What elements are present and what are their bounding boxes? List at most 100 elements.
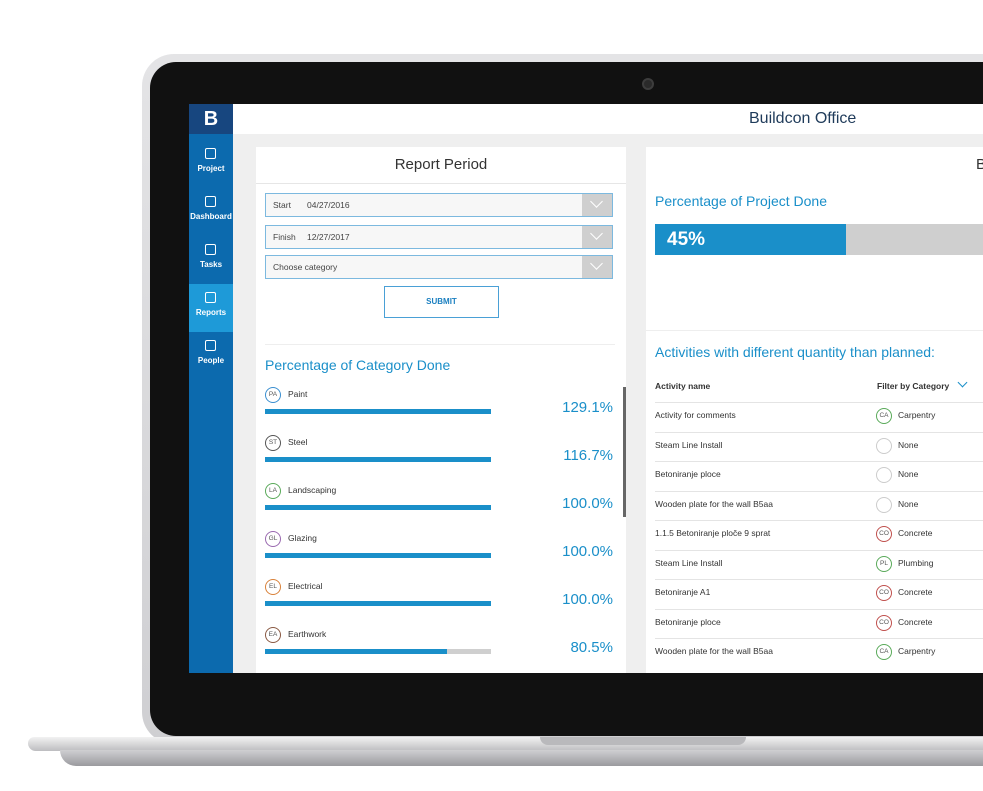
progress-bar xyxy=(265,649,447,654)
badge: CO xyxy=(876,585,892,601)
progress-bar xyxy=(655,224,846,255)
progress-track xyxy=(265,457,491,462)
progress-track xyxy=(265,553,491,558)
percent-label: 129.1% xyxy=(562,399,613,416)
section-title: Percentage of Category Done xyxy=(265,357,451,373)
percent-label: 100.0% xyxy=(562,543,613,560)
activity-name: Steam Line Install xyxy=(655,557,723,568)
nav-icon xyxy=(205,292,216,303)
progress-bar xyxy=(265,505,491,510)
laptop-notch xyxy=(540,737,746,745)
nav-item[interactable]: Dashboard xyxy=(190,212,232,221)
badge: CA xyxy=(876,408,892,424)
nav-item[interactable]: Project xyxy=(197,164,225,173)
row-divider xyxy=(655,461,983,462)
field-label: Choose category xyxy=(273,262,338,272)
activity-category: Concrete xyxy=(898,528,933,538)
dropdown-arrow-box xyxy=(582,256,612,278)
nav-icon xyxy=(205,196,216,207)
row-divider xyxy=(655,579,983,580)
percent-label: 45% xyxy=(667,229,706,250)
badge: PL xyxy=(876,555,892,572)
progress-bar xyxy=(265,409,491,414)
percent-label: 80.5% xyxy=(570,639,613,656)
header-title: Buildcon Office xyxy=(749,110,857,127)
badge: EA xyxy=(265,627,281,643)
row-divider xyxy=(655,608,983,610)
activity-category: Plumbing xyxy=(898,557,934,568)
nav-item[interactable]: People xyxy=(197,356,225,365)
logo: B xyxy=(189,104,233,134)
category-name: Landscaping xyxy=(288,485,337,495)
dropdown[interactable] xyxy=(265,225,613,249)
category-name: Steel xyxy=(288,437,308,447)
column-header[interactable]: Filter by Category xyxy=(877,381,950,391)
category-name: Electrical xyxy=(288,581,323,591)
panel-title: Report Period xyxy=(394,156,488,173)
dropdown-arrow-box xyxy=(582,226,612,248)
header xyxy=(233,104,983,134)
activity-name: Betoniranje ploce xyxy=(655,469,721,479)
screen: B Project Dashboard Tasks Reports People Build… xyxy=(189,104,983,673)
dropdown[interactable] xyxy=(265,255,613,279)
progress-track xyxy=(265,601,491,606)
badge: CO xyxy=(876,526,892,542)
nav-item[interactable]: Tasks xyxy=(199,260,223,269)
row-divider xyxy=(655,549,983,551)
activity-category: None xyxy=(898,498,919,509)
percent-label: 100.0% xyxy=(562,591,613,608)
row-divider xyxy=(655,520,983,521)
percent-label: 100.0% xyxy=(562,495,613,512)
nav-icon xyxy=(205,340,216,351)
field-value: 04/27/2016 xyxy=(307,200,350,210)
progress-bar xyxy=(265,457,491,462)
badge xyxy=(876,437,892,454)
progress-bar xyxy=(265,553,491,558)
category-name: Paint xyxy=(288,389,308,399)
badge xyxy=(876,496,892,513)
laptop-base xyxy=(28,737,983,751)
activity-category: None xyxy=(898,439,919,450)
scrollbar xyxy=(623,387,626,517)
category-name: Glazing xyxy=(288,533,317,543)
progress-track xyxy=(265,649,491,654)
progress-track xyxy=(655,224,983,255)
column-header: Activity name xyxy=(655,381,711,391)
section-title: Activities with different quantity than … xyxy=(655,344,935,360)
progress-track xyxy=(265,505,491,510)
badge: GL xyxy=(265,531,281,547)
divider xyxy=(646,330,983,331)
activity-name: Wooden plate for the wall B5aa xyxy=(655,646,773,656)
laptop-base-bottom xyxy=(60,750,983,766)
activity-category: Carpentry xyxy=(898,410,936,420)
activity-category: Concrete xyxy=(898,587,933,597)
field-value: 12/27/2017 xyxy=(307,232,350,242)
activity-name: Betoniranje A1 xyxy=(655,587,711,597)
badge: PA xyxy=(265,387,281,403)
divider xyxy=(265,344,615,345)
dropdown[interactable] xyxy=(265,193,613,217)
activity-category: Concrete xyxy=(898,616,933,627)
badge: ST xyxy=(265,435,281,451)
progress-bar xyxy=(265,601,491,606)
activity-name: Betoniranje ploce xyxy=(655,616,721,627)
percent-label: 116.7% xyxy=(563,447,613,464)
row-divider xyxy=(655,638,983,639)
activity-name: Wooden plate for the wall B5aa xyxy=(655,498,773,509)
activity-category: None xyxy=(898,469,919,479)
field-label: Start xyxy=(273,200,291,210)
activity-name: Activity for comments xyxy=(655,410,736,420)
submit-button[interactable]: SUBMIT xyxy=(384,286,499,318)
section-title: Percentage of Project Done xyxy=(655,193,827,209)
dropdown-arrow-box xyxy=(582,194,612,216)
badge: EL xyxy=(265,579,281,595)
activity-name: 1.1.5 Betoniranje ploče 9 sprat xyxy=(655,528,771,538)
activity-name: Steam Line Install xyxy=(655,439,723,450)
panel-title: B xyxy=(976,156,983,173)
nav-item[interactable]: Reports xyxy=(195,308,227,317)
row-divider xyxy=(655,490,983,492)
badge xyxy=(876,467,892,483)
progress-track xyxy=(265,409,491,414)
sidebar xyxy=(189,104,233,673)
